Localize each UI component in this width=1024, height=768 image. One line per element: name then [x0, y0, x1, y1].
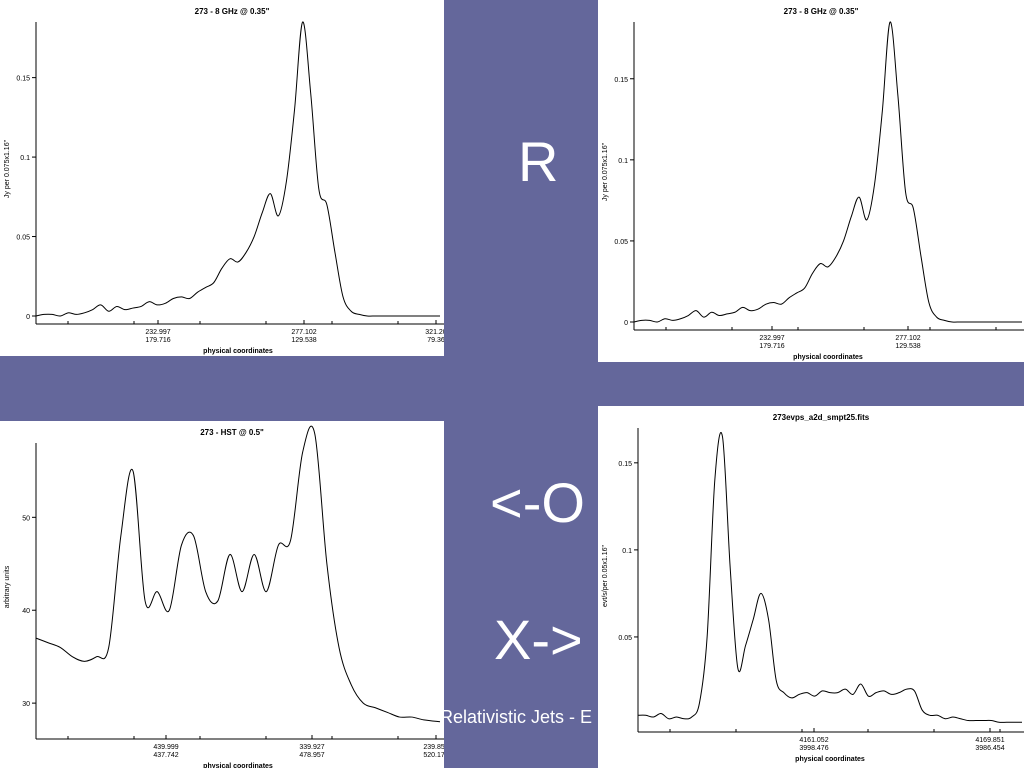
- x-tick-label: 3998.476: [799, 745, 828, 752]
- y-tick-label: 30: [22, 701, 30, 708]
- x-axis-label: physical coordinates: [203, 348, 273, 355]
- series-line: [35, 21, 440, 317]
- x-tick-label: 4169.851: [975, 737, 1004, 744]
- x-tick-label: 232.997: [145, 329, 170, 336]
- y-tick-label: 0.1: [618, 158, 628, 165]
- x-axis-label: physical coordinates: [203, 763, 273, 768]
- y-tick-label: 0.1: [20, 155, 30, 162]
- x-tick-label: 79.36: [427, 337, 444, 344]
- footer-text: Relativistic Jets - E: [440, 707, 593, 727]
- x-tick-label: 129.538: [895, 343, 920, 350]
- y-axis-label: Jy per 0.075x1.16": [602, 142, 609, 201]
- series-line: [637, 432, 1022, 723]
- x-tick-label: 129.538: [291, 337, 316, 344]
- y-tick-label: 0.05: [618, 635, 632, 642]
- y-tick-label: 0.1: [622, 548, 632, 555]
- x-tick-label: 179.716: [759, 343, 784, 350]
- y-tick-label: 0.15: [614, 77, 628, 84]
- chart-title: 273evps_a2d_smpt25.fits: [773, 413, 870, 422]
- x-tick-label: 232.997: [759, 335, 784, 342]
- series-line: [35, 425, 441, 723]
- x-tick-label: 439.999: [153, 744, 178, 751]
- x-tick-label: 321.20: [425, 329, 444, 336]
- o-label: <-O: [490, 471, 585, 534]
- chart-panel-top-right: 273 - 8 GHz @ 0.35" 0 0.05 0.1 0.15 Jy per 0.…: [598, 0, 1024, 362]
- y-tick-label: 0.05: [614, 239, 628, 246]
- y-tick-label: 0.05: [16, 235, 30, 242]
- x-tick-label: 339.927: [299, 744, 324, 751]
- chart-title: 273 - HST @ 0.5": [200, 428, 264, 437]
- chart-bottom-left: 273 - HST @ 0.5" 30 40 50 arbitrary units 439…: [4, 425, 444, 768]
- x-tick-label: 179.716: [145, 337, 170, 344]
- chart-panel-bottom-left: 273 - HST @ 0.5" 30 40 50 arbitrary units 439…: [0, 421, 444, 768]
- y-axis-label: evt/s/per 0.05x1.16": [602, 544, 609, 607]
- y-tick-label: 40: [22, 608, 30, 615]
- y-tick-label: 0.15: [16, 76, 30, 83]
- y-axis-label: Jy per 0.075x1.16": [4, 139, 11, 198]
- x-tick-label: 3986.454: [975, 745, 1004, 752]
- x-label: X->: [494, 608, 583, 671]
- x-axis-label: physical coordinates: [795, 756, 865, 763]
- chart-panel-top-left: 273 - 8 GHz @ 0.35" 0 0.05 0.1 0.15 Jy per 0.…: [0, 0, 444, 356]
- x-axis-label: physical coordinates: [793, 354, 863, 361]
- y-tick-label: 0: [26, 314, 30, 321]
- x-tick-label: 478.957: [299, 752, 324, 759]
- chart-bottom-right: 273evps_a2d_smpt25.fits 0.05 0.1 0.15 evt/s/…: [602, 413, 1024, 763]
- series-line: [633, 21, 1022, 323]
- chart-top-left: 273 - 8 GHz @ 0.35" 0 0.05 0.1 0.15 Jy per 0.…: [4, 7, 444, 355]
- x-tick-label: 520.171: [423, 752, 444, 759]
- chart-title: 273 - 8 GHz @ 0.35": [195, 7, 270, 16]
- x-tick-label: 277.102: [895, 335, 920, 342]
- x-tick-label: 437.742: [153, 752, 178, 759]
- x-tick-label: 4161.052: [799, 737, 828, 744]
- chart-top-right: 273 - 8 GHz @ 0.35" 0 0.05 0.1 0.15 Jy per 0.…: [602, 7, 1024, 361]
- y-tick-label: 0: [624, 320, 628, 327]
- chart-panel-bottom-right: 273evps_a2d_smpt25.fits 0.05 0.1 0.15 evt/s/…: [598, 406, 1024, 768]
- x-tick-label: 277.102: [291, 329, 316, 336]
- chart-title: 273 - 8 GHz @ 0.35": [784, 7, 859, 16]
- y-tick-label: 0.15: [618, 461, 632, 468]
- r-label: R: [518, 130, 559, 193]
- y-tick-label: 50: [22, 515, 30, 522]
- x-tick-label: 239.855: [423, 744, 444, 751]
- y-axis-label: arbitrary units: [4, 565, 11, 608]
